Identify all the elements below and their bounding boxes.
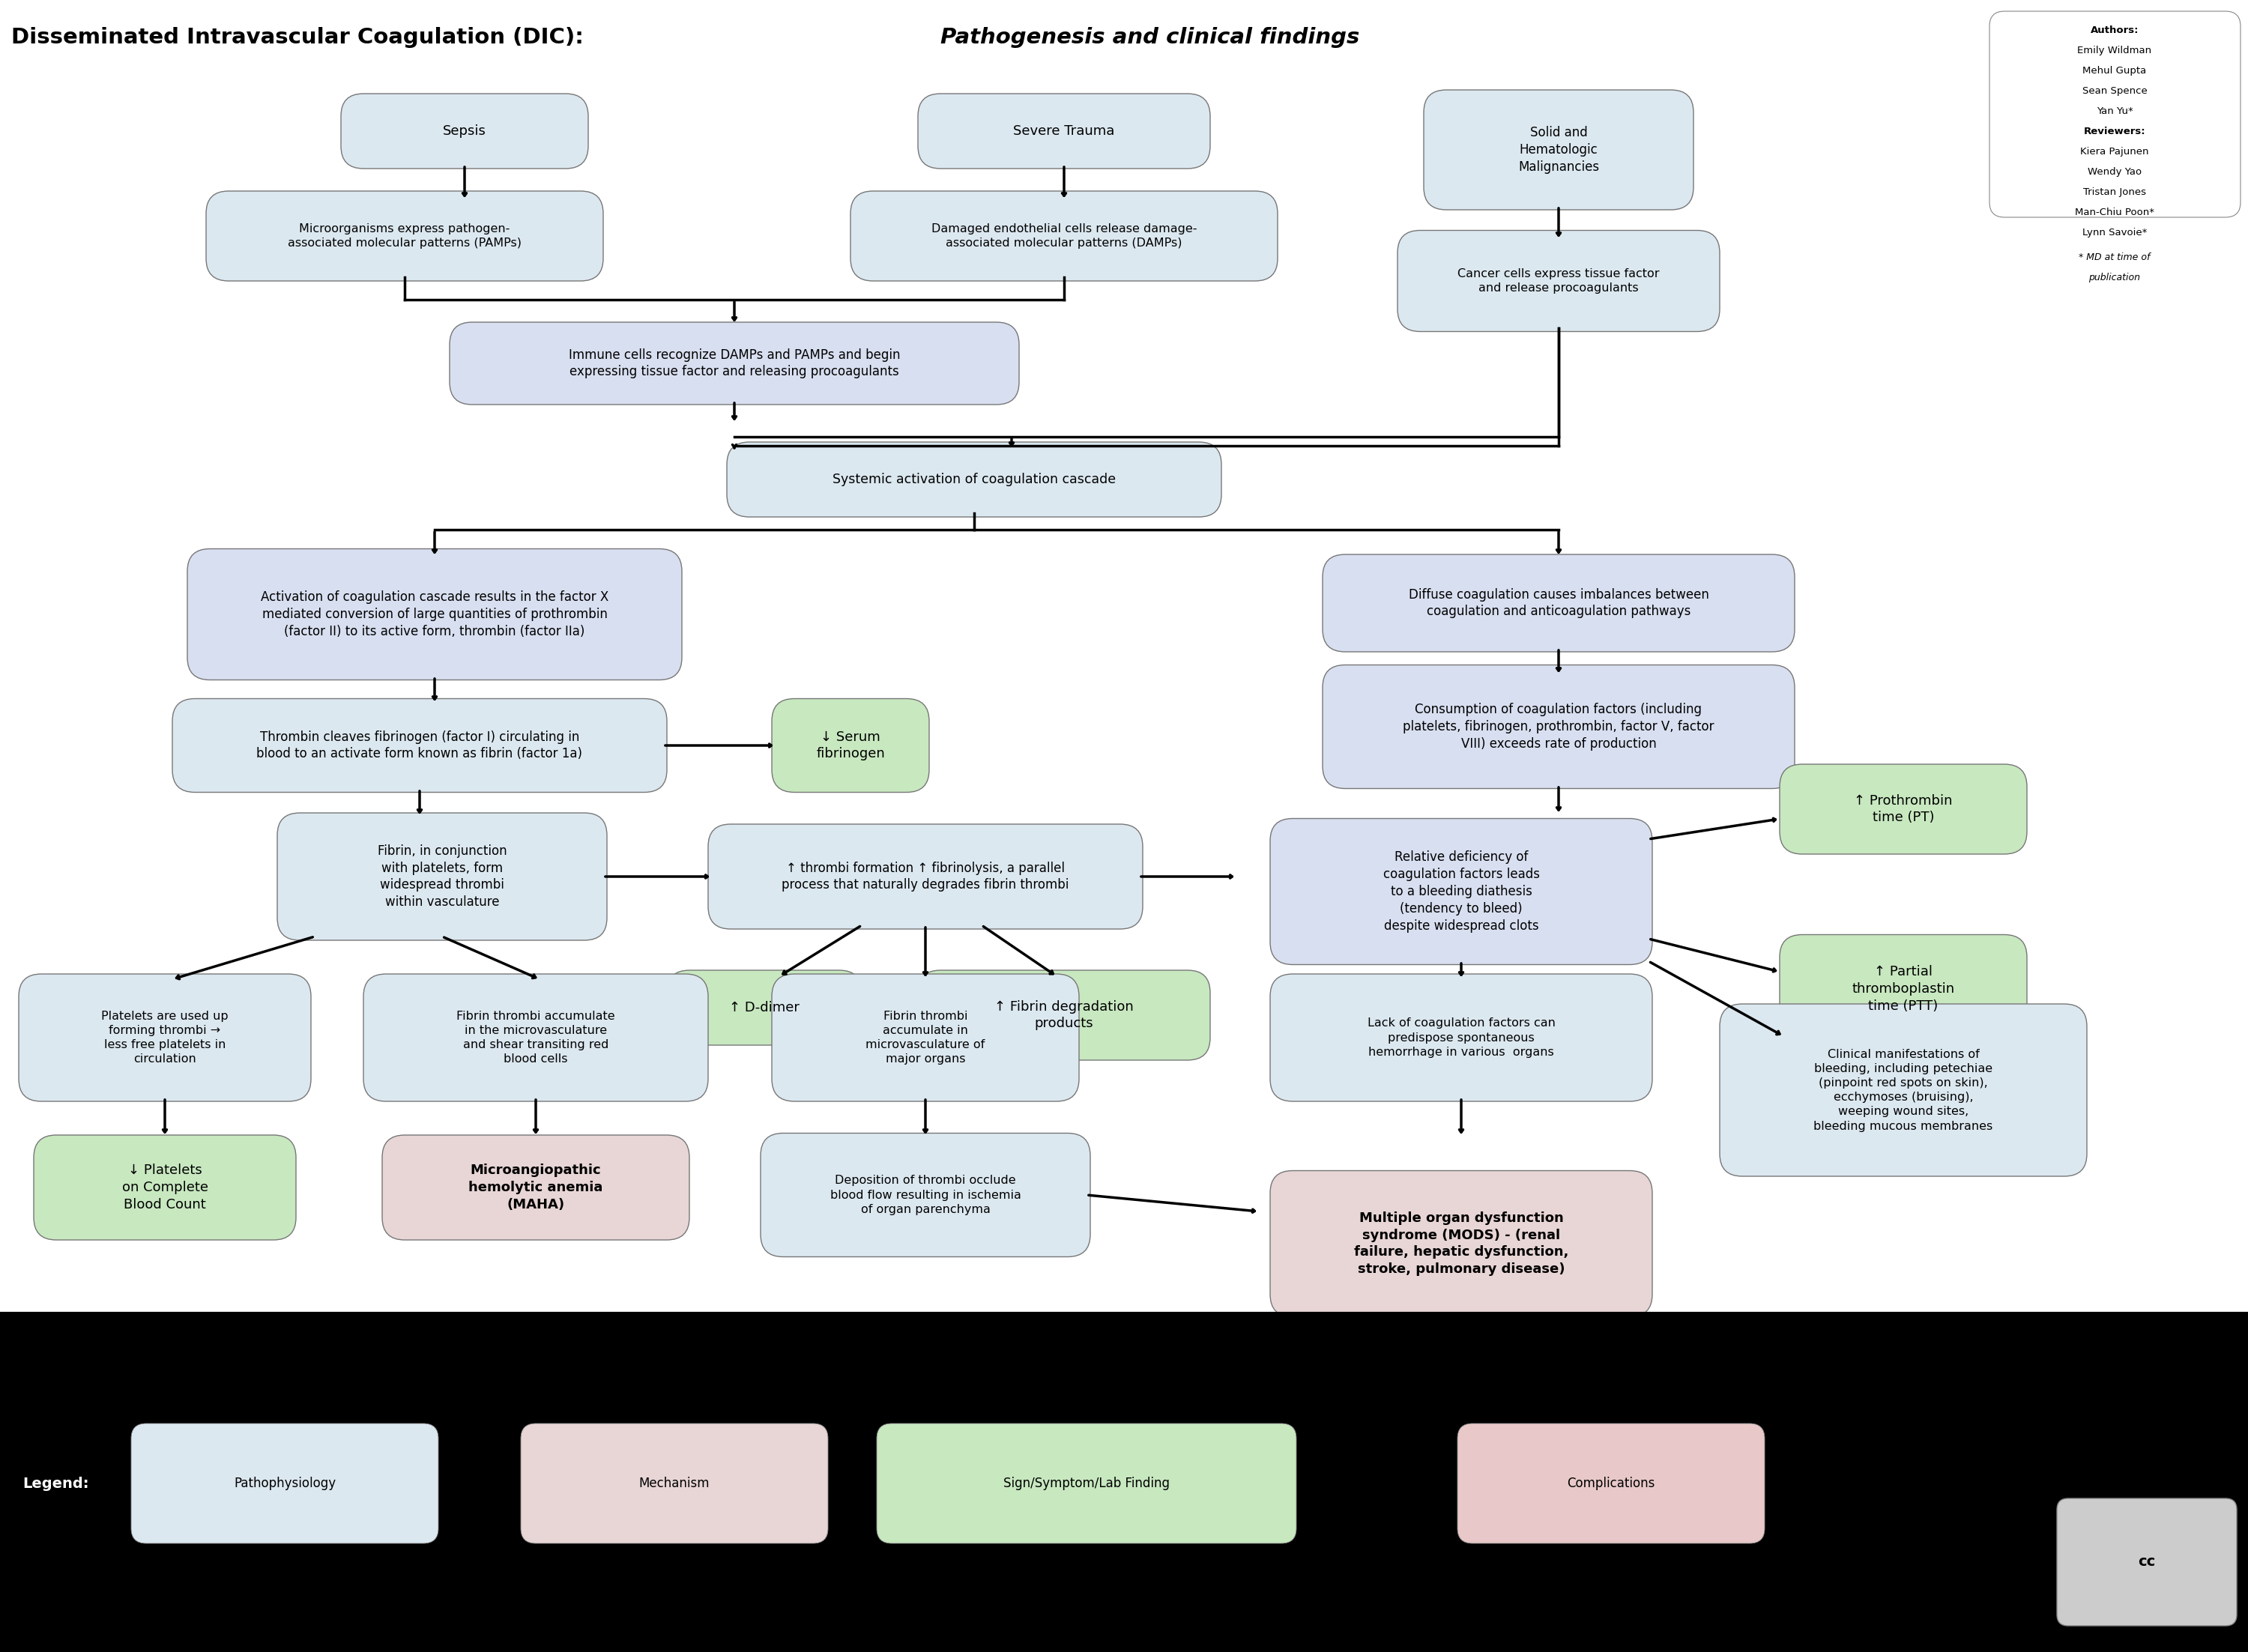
Text: Solid and
Hematologic
Malignancies: Solid and Hematologic Malignancies xyxy=(1517,126,1598,173)
FancyBboxPatch shape xyxy=(450,322,1018,405)
Text: Mehul Gupta: Mehul Gupta xyxy=(2082,66,2147,76)
Text: Relative deficiency of
coagulation factors leads
to a bleeding diathesis
(tenden: Relative deficiency of coagulation facto… xyxy=(1383,851,1540,933)
Bar xyxy=(0,1315,2248,1652)
FancyBboxPatch shape xyxy=(1989,12,2241,218)
Text: Authors:: Authors: xyxy=(2091,25,2138,35)
Text: Yan Yu*: Yan Yu* xyxy=(2097,106,2133,116)
Text: Consumption of coagulation factors (including
platelets, fibrinogen, prothrombin: Consumption of coagulation factors (incl… xyxy=(1403,702,1715,750)
FancyBboxPatch shape xyxy=(1780,935,2028,1044)
FancyBboxPatch shape xyxy=(1322,664,1794,788)
Text: Cancer cells express tissue factor
and release procoagulants: Cancer cells express tissue factor and r… xyxy=(1457,268,1659,294)
Text: Systemic activation of coagulation cascade: Systemic activation of coagulation casca… xyxy=(832,472,1115,486)
Text: ↑ Fibrin degradation
products: ↑ Fibrin degradation products xyxy=(994,999,1133,1031)
FancyBboxPatch shape xyxy=(34,1135,297,1241)
FancyBboxPatch shape xyxy=(522,1424,827,1543)
Text: Microangiopathic
hemolytic anemia
(MAHA): Microangiopathic hemolytic anemia (MAHA) xyxy=(468,1163,602,1211)
FancyBboxPatch shape xyxy=(1322,555,1794,653)
Text: * MD at time of: * MD at time of xyxy=(2079,253,2151,263)
Text: Platelets are used up
forming thrombi →
less free platelets in
circulation: Platelets are used up forming thrombi → … xyxy=(101,1011,229,1066)
FancyBboxPatch shape xyxy=(771,975,1079,1102)
FancyBboxPatch shape xyxy=(1270,1171,1652,1317)
Text: Complications: Complications xyxy=(1567,1477,1655,1490)
FancyBboxPatch shape xyxy=(668,970,861,1046)
Text: Man-Chiu Poon*: Man-Chiu Poon* xyxy=(2075,206,2154,216)
Text: Reviewers:: Reviewers: xyxy=(2084,126,2145,135)
Text: ↑ D-dimer: ↑ D-dimer xyxy=(728,1001,800,1014)
FancyBboxPatch shape xyxy=(187,548,681,681)
FancyBboxPatch shape xyxy=(277,813,607,940)
FancyBboxPatch shape xyxy=(2057,1498,2237,1626)
FancyBboxPatch shape xyxy=(382,1135,690,1241)
Text: Thrombin cleaves fibrinogen (factor I) circulating in
blood to an activate form : Thrombin cleaves fibrinogen (factor I) c… xyxy=(256,730,582,762)
FancyBboxPatch shape xyxy=(1457,1424,1765,1543)
Text: ↓ Serum
fibrinogen: ↓ Serum fibrinogen xyxy=(816,730,886,762)
Text: Fibrin thrombi
accumulate in
microvasculature of
major organs: Fibrin thrombi accumulate in microvascul… xyxy=(865,1011,985,1066)
Text: Fibrin, in conjunction
with platelets, form
widespread thrombi
within vasculatur: Fibrin, in conjunction with platelets, f… xyxy=(378,844,506,909)
Text: ↑ Prothrombin
time (PT): ↑ Prothrombin time (PT) xyxy=(1855,795,1954,824)
FancyBboxPatch shape xyxy=(850,192,1277,281)
Text: Tristan Jones: Tristan Jones xyxy=(2084,187,2147,197)
FancyBboxPatch shape xyxy=(1720,1004,2086,1176)
Text: Mechanism: Mechanism xyxy=(638,1477,710,1490)
Text: Kiera Pajunen: Kiera Pajunen xyxy=(2079,147,2149,157)
Text: First published Aug 7, 2012, updated July 27, 2019 & Aug 29, 2021 on www.thecalg: First published Aug 7, 2012, updated Jul… xyxy=(1009,1550,1463,1559)
Text: Diffuse coagulation causes imbalances between
coagulation and anticoagulation pa: Diffuse coagulation causes imbalances be… xyxy=(1409,588,1708,618)
FancyBboxPatch shape xyxy=(342,94,589,169)
FancyBboxPatch shape xyxy=(173,699,668,793)
Text: cc: cc xyxy=(2138,1555,2156,1569)
Text: Fibrin thrombi accumulate
in the microvasculature
and shear transiting red
blood: Fibrin thrombi accumulate in the microva… xyxy=(456,1011,616,1066)
Text: publication: publication xyxy=(2088,273,2140,282)
Text: Clinical manifestations of
bleeding, including petechiae
(pinpoint red spots on : Clinical manifestations of bleeding, inc… xyxy=(1814,1049,1994,1132)
Text: Severe Trauma: Severe Trauma xyxy=(1014,124,1115,137)
Text: ↑ Partial
thromboplastin
time (PTT): ↑ Partial thromboplastin time (PTT) xyxy=(1852,965,1956,1013)
Text: Damaged endothelial cells release damage-
associated molecular patterns (DAMPs): Damaged endothelial cells release damage… xyxy=(931,223,1196,249)
FancyBboxPatch shape xyxy=(1270,818,1652,965)
Text: Lynn Savoie*: Lynn Savoie* xyxy=(2082,228,2147,238)
FancyBboxPatch shape xyxy=(207,192,602,281)
Text: Sepsis: Sepsis xyxy=(443,124,486,137)
FancyBboxPatch shape xyxy=(760,1133,1090,1257)
Text: ↑ thrombi formation ↑ fibrinolysis, a parallel
process that naturally degrades f: ↑ thrombi formation ↑ fibrinolysis, a pa… xyxy=(782,861,1070,892)
FancyBboxPatch shape xyxy=(771,699,928,793)
FancyBboxPatch shape xyxy=(1270,975,1652,1102)
FancyBboxPatch shape xyxy=(917,970,1209,1061)
FancyBboxPatch shape xyxy=(877,1424,1297,1543)
FancyBboxPatch shape xyxy=(1780,765,2028,854)
Text: Pathophysiology: Pathophysiology xyxy=(234,1477,335,1490)
Text: Emily Wildman: Emily Wildman xyxy=(2077,45,2151,55)
Text: Microorganisms express pathogen-
associated molecular patterns (PAMPs): Microorganisms express pathogen- associa… xyxy=(288,223,522,249)
Text: Sean Spence: Sean Spence xyxy=(2082,86,2147,96)
Text: ↓ Platelets
on Complete
Blood Count: ↓ Platelets on Complete Blood Count xyxy=(121,1163,207,1211)
FancyBboxPatch shape xyxy=(364,975,708,1102)
Text: Multiple organ dysfunction
syndrome (MODS) - (renal
failure, hepatic dysfunction: Multiple organ dysfunction syndrome (MOD… xyxy=(1353,1211,1569,1275)
Text: Lack of coagulation factors can
predispose spontaneous
hemorrhage in various  or: Lack of coagulation factors can predispo… xyxy=(1367,1018,1556,1057)
FancyBboxPatch shape xyxy=(1423,89,1693,210)
FancyBboxPatch shape xyxy=(708,824,1142,928)
Text: Legend:: Legend: xyxy=(22,1477,90,1490)
Text: Sign/Symptom/Lab Finding: Sign/Symptom/Lab Finding xyxy=(1003,1477,1169,1490)
FancyBboxPatch shape xyxy=(130,1424,438,1543)
FancyBboxPatch shape xyxy=(1398,230,1720,332)
FancyBboxPatch shape xyxy=(917,94,1209,169)
Text: Immune cells recognize DAMPs and PAMPs and begin
expressing tissue factor and re: Immune cells recognize DAMPs and PAMPs a… xyxy=(569,349,899,378)
Text: Pathogenesis and clinical findings: Pathogenesis and clinical findings xyxy=(940,26,1360,48)
FancyBboxPatch shape xyxy=(18,975,310,1102)
FancyBboxPatch shape xyxy=(726,443,1221,517)
Text: Wendy Yao: Wendy Yao xyxy=(2088,167,2142,177)
Text: Deposition of thrombi occlude
blood flow resulting in ischemia
of organ parenchy: Deposition of thrombi occlude blood flow… xyxy=(830,1175,1021,1214)
Text: Activation of coagulation cascade results in the factor X
mediated conversion of: Activation of coagulation cascade result… xyxy=(261,590,609,638)
Text: Disseminated Intravascular Coagulation (DIC):: Disseminated Intravascular Coagulation (… xyxy=(11,26,591,48)
